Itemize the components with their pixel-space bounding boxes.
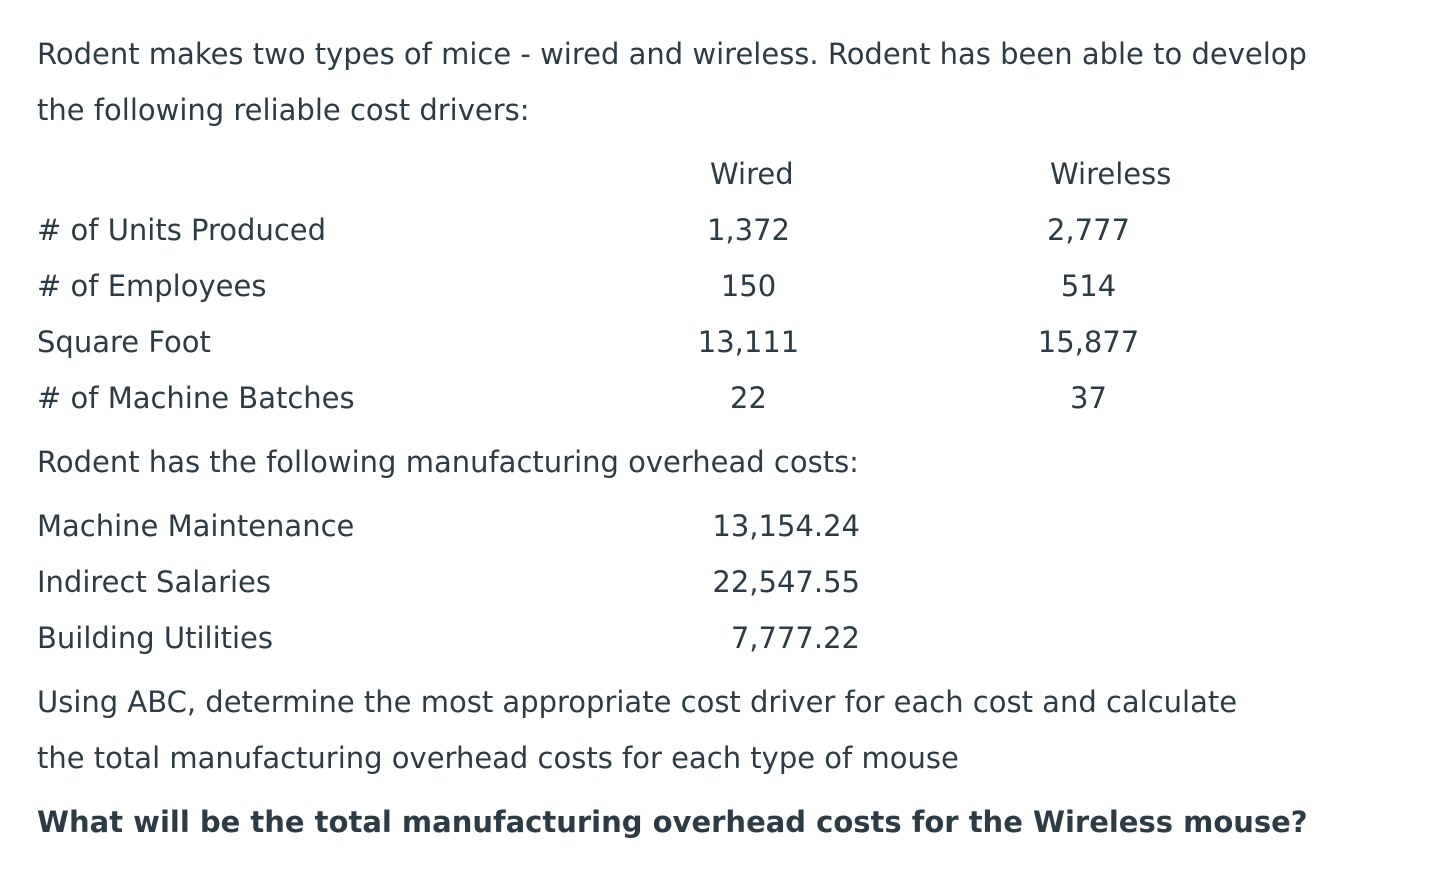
- costs-intro: Rodent has the following manufacturing o…: [37, 445, 859, 479]
- intro-line: Rodent makes two types of mice - wired a…: [37, 37, 1307, 71]
- instruction-line: the total manufacturing overhead costs f…: [37, 741, 959, 775]
- cell: 7,777.22: [730, 621, 860, 655]
- column-header: Wired: [710, 157, 794, 191]
- cell: 22: [730, 381, 767, 415]
- row-label: # of Machine Batches: [37, 381, 355, 415]
- cell: 150: [720, 269, 777, 303]
- cell: 37: [1070, 381, 1107, 415]
- cell: 2,777: [1046, 213, 1131, 247]
- row-label: Square Foot: [37, 325, 211, 359]
- cell: 22,547.55: [712, 565, 860, 599]
- row-label: # of Employees: [37, 269, 267, 303]
- cell: 514: [1060, 269, 1117, 303]
- row-label: # of Units Produced: [37, 213, 327, 247]
- intro-line: the following reliable cost drivers:: [37, 93, 530, 127]
- cell: 1,372: [706, 213, 791, 247]
- row-label: Machine Maintenance: [37, 509, 355, 543]
- instruction-line: Using ABC, determine the most appropriat…: [37, 685, 1238, 719]
- column-header: Wireless: [1050, 157, 1172, 191]
- row-label: Indirect Salaries: [37, 565, 271, 599]
- cell: 13,154.24: [712, 509, 860, 543]
- question: What will be the total manufacturing ove…: [37, 805, 1308, 839]
- cell: 13,111: [697, 325, 800, 359]
- cell: 15,877: [1037, 325, 1140, 359]
- row-label: Building Utilities: [37, 621, 274, 655]
